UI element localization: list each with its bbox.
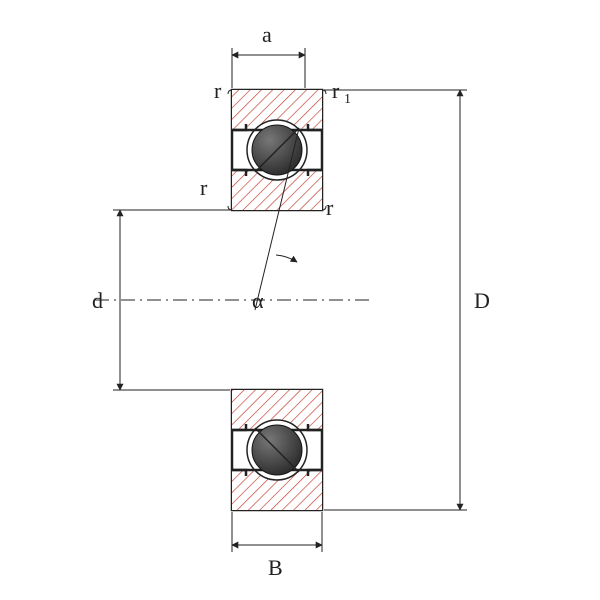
bearing-cross-section-diagram: a B d D α r r 1 r r [0, 0, 600, 600]
label-r-mid-right: r [326, 195, 334, 220]
label-r-top-left: r [214, 78, 222, 103]
label-r-mid-left: r [200, 175, 208, 200]
label-r1: r [332, 78, 340, 103]
label-alpha: α [252, 288, 264, 313]
dimension-alpha: α [252, 255, 297, 313]
top-section [232, 90, 322, 210]
label-r1-sub: 1 [344, 92, 351, 107]
label-d: d [92, 288, 103, 313]
bottom-section [232, 390, 322, 510]
dimension-a: a [232, 22, 305, 88]
label-a: a [262, 22, 272, 47]
label-B: B [268, 555, 283, 580]
dimension-B: B [232, 512, 322, 580]
label-D: D [474, 288, 490, 313]
